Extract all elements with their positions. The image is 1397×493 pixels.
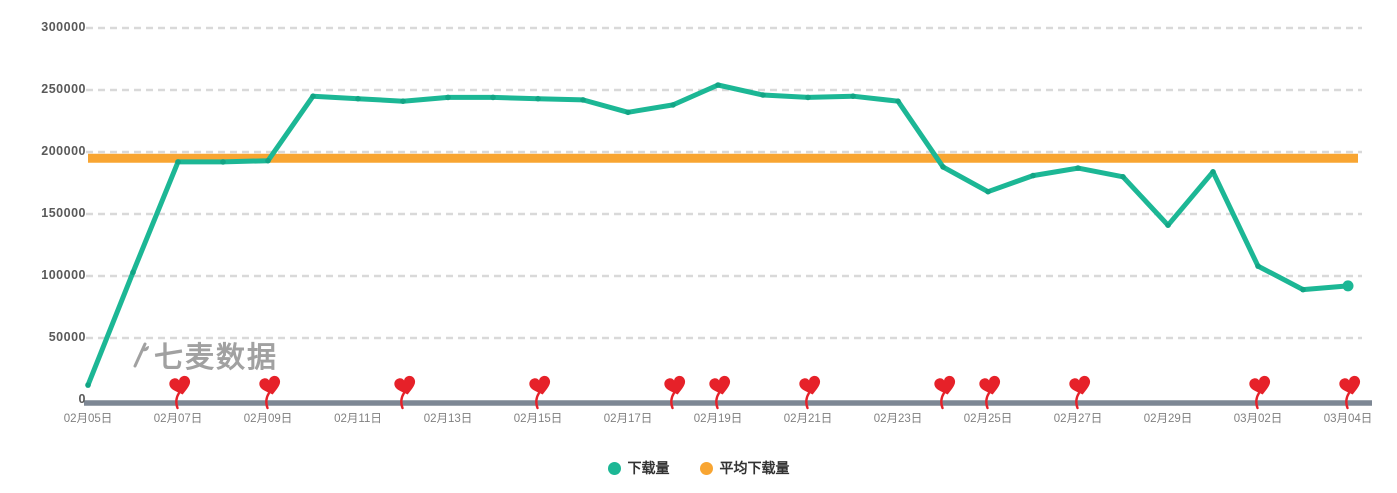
y-axis-tick-label: 150000: [41, 206, 86, 220]
data-point[interactable]: [625, 109, 631, 116]
event-marker-heart-icon[interactable]: [393, 375, 418, 410]
data-point[interactable]: [760, 92, 766, 98]
x-axis-tick-label: 03月04日: [1323, 413, 1373, 425]
legend-item-downloads[interactable]: 下载量: [607, 458, 670, 478]
x-axis-tick-label: 02月07日: [153, 413, 203, 425]
x-axis-tick-label: 02月17日: [603, 413, 653, 425]
x-axis-tick-label: 02月19日: [693, 413, 743, 425]
y-axis-tick-label: 0: [78, 392, 86, 406]
data-point[interactable]: [715, 82, 721, 88]
event-marker-heart-icon[interactable]: [798, 375, 823, 410]
event-marker-heart-icon[interactable]: [933, 375, 958, 410]
data-point[interactable]: [220, 159, 226, 165]
data-point[interactable]: [85, 382, 91, 388]
x-axis-tick-label: 02月11日: [334, 413, 382, 425]
data-point[interactable]: [985, 188, 991, 195]
data-point[interactable]: [1075, 165, 1081, 171]
data-point[interactable]: [1210, 169, 1216, 175]
y-axis-tick-label: 100000: [41, 268, 86, 282]
event-marker-heart-icon[interactable]: [708, 375, 733, 410]
y-axis-tick-label: 250000: [41, 82, 86, 96]
data-point[interactable]: [265, 157, 271, 164]
downloads-legend-dot-icon: [607, 461, 621, 475]
y-axis-tick-label: 200000: [41, 144, 86, 158]
data-point[interactable]: [490, 94, 496, 101]
data-point[interactable]: [400, 98, 406, 104]
x-axis-tick-label: 02月27日: [1053, 413, 1103, 425]
x-axis-tick-label: 02月21日: [783, 413, 833, 425]
event-marker-heart-icon[interactable]: [258, 375, 283, 410]
average-downloads-legend-dot-icon: [699, 461, 713, 475]
data-point[interactable]: [175, 159, 181, 165]
event-marker-heart-icon[interactable]: [1338, 375, 1363, 410]
x-axis-tick-label: 03月02日: [1233, 413, 1283, 425]
data-point[interactable]: [445, 94, 451, 101]
downloads-line[interactable]: [85, 82, 1351, 388]
legend: 下载量 平均下载量: [0, 458, 1397, 478]
data-point[interactable]: [580, 97, 586, 103]
data-point[interactable]: [535, 95, 541, 102]
data-point[interactable]: [850, 93, 856, 99]
event-marker-heart-icon[interactable]: [663, 375, 688, 410]
x-axis-tick-label: 02月09日: [243, 413, 293, 425]
downloads-legend-label: 下载量: [627, 460, 670, 476]
event-marker-heart-icon[interactable]: [978, 375, 1003, 410]
data-point[interactable]: [130, 269, 136, 276]
event-marker-heart-icon[interactable]: [1248, 375, 1273, 410]
data-point[interactable]: [895, 98, 901, 104]
data-point[interactable]: [1255, 263, 1261, 269]
data-point[interactable]: [940, 164, 946, 170]
data-point[interactable]: [1120, 174, 1126, 180]
data-point[interactable]: [355, 95, 361, 102]
data-point[interactable]: [1300, 286, 1306, 293]
x-axis-tick-label: 02月25日: [963, 413, 1013, 425]
latest-data-point[interactable]: [1342, 280, 1354, 292]
average-downloads-legend-label: 平均下载量: [719, 460, 790, 476]
x-axis-tick-label: 02月29日: [1143, 413, 1193, 425]
x-axis-tick-label: 02月05日: [63, 413, 113, 425]
data-point[interactable]: [670, 102, 676, 108]
legend-item-average-downloads[interactable]: 平均下载量: [699, 458, 790, 478]
event-marker-heart-icon[interactable]: [168, 375, 193, 410]
x-axis-tick-label: 02月15日: [513, 413, 563, 425]
data-point[interactable]: [310, 93, 316, 99]
data-point[interactable]: [805, 94, 811, 101]
y-axis-tick-label: 50000: [48, 330, 86, 344]
y-axis-tick-label: 300000: [41, 20, 86, 34]
x-axis-tick-label: 02月13日: [423, 413, 473, 425]
event-marker-heart-icon[interactable]: [528, 375, 553, 410]
data-point[interactable]: [1030, 172, 1036, 179]
data-point[interactable]: [1165, 222, 1171, 228]
event-marker-heart-icon[interactable]: [1068, 375, 1093, 410]
x-axis-tick-label: 02月23日: [873, 413, 923, 425]
